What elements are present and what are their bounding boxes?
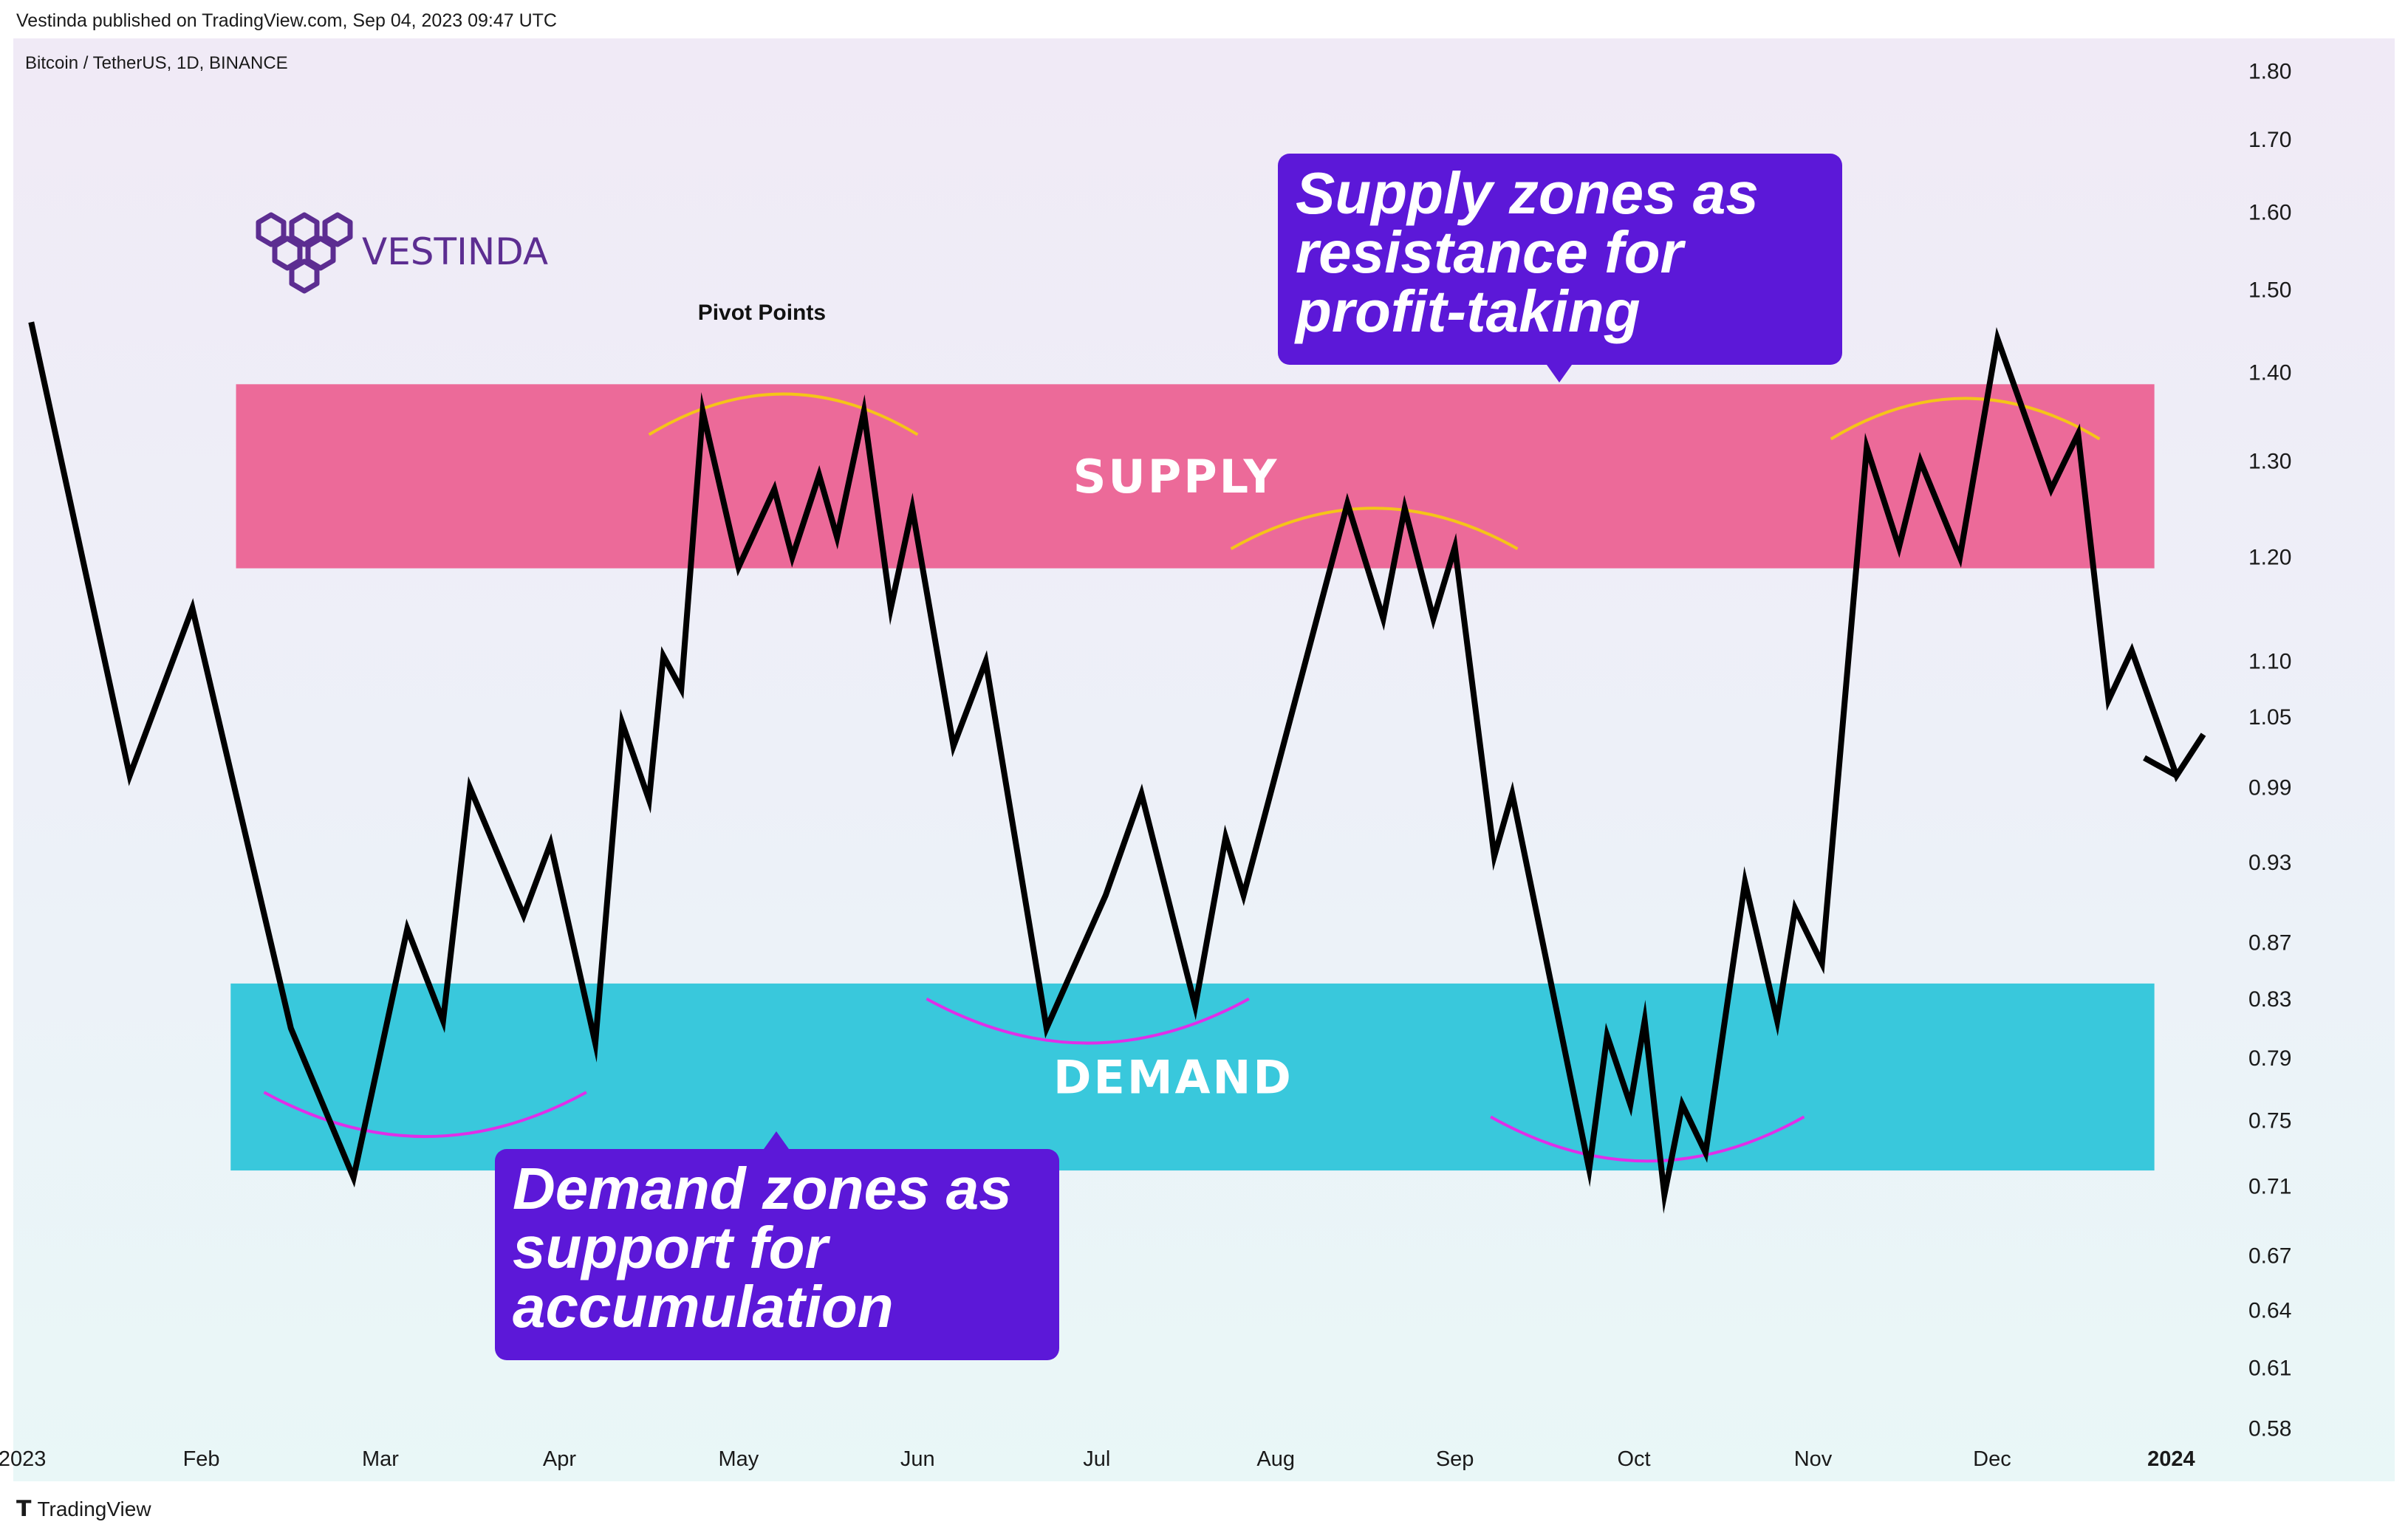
y-tick-label: 1.50 — [2248, 278, 2291, 302]
annotation-layer: Pivot Points — [698, 301, 826, 325]
supply-callout-pointer — [1547, 365, 1572, 383]
y-tick-label: 0.79 — [2248, 1046, 2291, 1071]
x-tick-label: Oct — [1618, 1447, 1651, 1471]
x-tick-label: Jul — [1083, 1447, 1110, 1471]
pivot-arc-top-3 — [1830, 397, 2101, 441]
demand-callout-line-1: Demand zones as — [513, 1156, 1012, 1221]
x-tick-label: 2024 — [2147, 1447, 2195, 1471]
y-axis[interactable]: 1.80 1.70 1.60 1.50 1.40 1.30 1.20 1.10 1.05 0.99… — [2248, 59, 2291, 1441]
supply-callout-line-3: profit-taking — [1296, 278, 1641, 344]
vestinda-logo: VESTINDA — [256, 212, 548, 294]
pivot-arcs-layer — [263, 392, 2101, 1163]
x-tick-label: Jun — [900, 1447, 935, 1471]
demand-callout-pointer — [764, 1131, 789, 1149]
y-tick-label: 1.20 — [2248, 546, 2291, 570]
y-tick-label: 0.61 — [2248, 1357, 2291, 1381]
y-tick-label: 1.30 — [2248, 450, 2291, 474]
zone-label-supply: SUPPLY — [1073, 450, 1279, 504]
supply-callout: Supply zones as resistance for profit-ta… — [1278, 154, 1842, 365]
x-tick-label: 2023 — [0, 1447, 46, 1471]
y-tick-label: 1.80 — [2248, 59, 2291, 83]
vestinda-logo-text: VESTINDA — [362, 230, 548, 273]
y-tick-label: 0.64 — [2248, 1299, 2291, 1323]
y-tick-label: 0.75 — [2248, 1108, 2291, 1133]
chart-title: Bitcoin / TetherUS, 1D, BINANCE — [25, 53, 288, 73]
y-tick-label: 1.60 — [2248, 201, 2291, 225]
supply-callout-line-2: resistance for — [1296, 219, 1683, 285]
tradingview-logo-icon: ꓔ — [16, 1497, 32, 1521]
zone-label-demand: DEMAND — [1053, 1050, 1293, 1104]
y-tick-label: 0.83 — [2248, 987, 2291, 1012]
demand-callout: Demand zones as support for accumulation — [495, 1149, 1059, 1360]
supply-callout-line-1: Supply zones as — [1296, 160, 1759, 226]
x-tick-label: Sep — [1436, 1447, 1474, 1471]
x-tick-label: Apr — [543, 1447, 576, 1471]
y-tick-label: 0.67 — [2248, 1244, 2291, 1268]
x-tick-label: Feb — [183, 1447, 220, 1471]
x-tick-label: Mar — [362, 1447, 399, 1471]
demand-callout-line-2: support for — [513, 1215, 828, 1280]
y-tick-label: 0.93 — [2248, 851, 2291, 875]
tradingview-brand: TradingView — [37, 1497, 151, 1520]
tradingview-footer[interactable]: ꓔ TradingView — [16, 1496, 151, 1522]
pivot-arc-top-1 — [648, 392, 919, 436]
x-tick-label: Dec — [1973, 1447, 2011, 1471]
y-tick-label: 0.71 — [2248, 1174, 2291, 1198]
x-tick-label: Aug — [1256, 1447, 1295, 1471]
y-tick-label: 0.58 — [2248, 1416, 2291, 1441]
x-axis[interactable]: 2023 Feb Mar Apr May Jun Jul Aug Sep Oct Nov Dec 202… — [0, 1447, 2195, 1471]
publish-header: Vestinda published on TradingView.com, S… — [16, 10, 557, 31]
y-tick-label: 0.99 — [2248, 776, 2291, 800]
y-tick-label: 1.10 — [2248, 650, 2291, 674]
zone-supply — [236, 384, 2155, 569]
y-tick-label: 0.87 — [2248, 930, 2291, 955]
annotation-pivot-points: Pivot Points — [698, 301, 826, 325]
y-tick-label: 1.40 — [2248, 360, 2291, 385]
y-tick-label: 1.05 — [2248, 705, 2291, 730]
x-tick-label: May — [718, 1447, 759, 1471]
pivot-arc-bottom-5 — [926, 997, 1250, 1045]
pivot-arc-bottom-4 — [263, 1091, 587, 1139]
x-tick-label: Nov — [1794, 1447, 1833, 1471]
chart-plot-area[interactable] — [13, 38, 2395, 1481]
zones-layer: SUPPLY DEMAND — [230, 384, 2155, 1171]
y-tick-label: 1.70 — [2248, 128, 2291, 152]
arrow-head-stroke — [2143, 755, 2178, 778]
vestinda-hexagon-icon — [256, 212, 353, 294]
demand-callout-line-3: accumulation — [513, 1274, 894, 1340]
price-line — [28, 321, 2206, 1214]
pivot-arc-bottom-6 — [1490, 1115, 1805, 1163]
price-line-layer — [28, 321, 2206, 1214]
zone-demand — [230, 983, 2155, 1171]
pivot-arc-top-2 — [1230, 507, 1519, 551]
